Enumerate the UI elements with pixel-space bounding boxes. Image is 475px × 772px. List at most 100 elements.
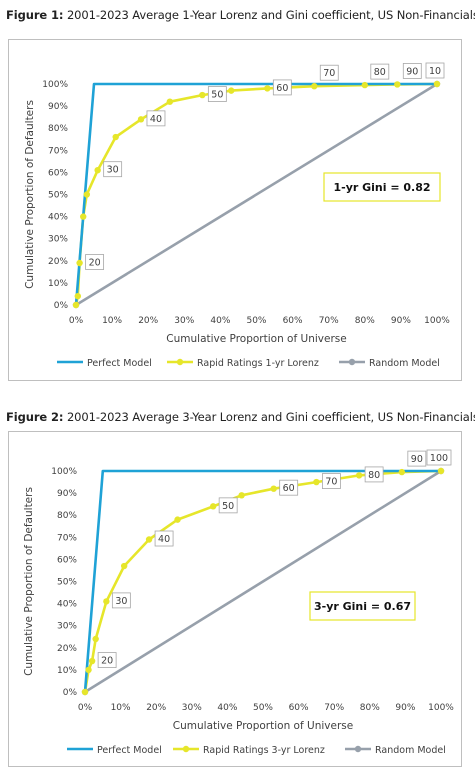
- point-label-text: 90: [406, 66, 418, 77]
- series-lorenz-point: [145, 536, 153, 543]
- y-tick-label: 0%: [63, 688, 78, 698]
- series-perfect-line: [83, 469, 441, 693]
- point-label-text: 50: [222, 501, 234, 512]
- point-label-text: 30: [115, 596, 127, 607]
- y-tick-label: 10%: [48, 279, 68, 289]
- gini-annotation: 3-yr Gini = 0.67: [309, 591, 416, 621]
- y-tick-label: 100%: [42, 80, 68, 90]
- point-label-text: 30: [107, 165, 119, 176]
- x-axis-title: Cumulative Proportion of Universe: [173, 720, 353, 732]
- point-label-box: [425, 62, 445, 79]
- x-tick-label: 30%: [174, 316, 194, 326]
- figure-1-caption-text: 2001-2023 Average 1-Year Lorenz and Gini…: [66, 8, 475, 22]
- point-label: 50: [207, 86, 227, 102]
- figure-2-caption-prefix: Figure 2:: [6, 410, 64, 424]
- series-lorenz-point: [94, 166, 101, 174]
- point-label: 30: [111, 592, 131, 609]
- point-label: 10: [425, 62, 445, 79]
- x-tick-label: 50%: [246, 316, 266, 326]
- x-tick-label: 0%: [69, 316, 84, 326]
- series-lorenz-point: [264, 85, 271, 92]
- point-label-text: 40: [150, 114, 162, 125]
- point-label-box: [364, 466, 384, 483]
- point-label-box: [97, 652, 117, 668]
- point-label-box: [402, 63, 422, 79]
- series-lorenz-point: [394, 81, 401, 88]
- point-label: 20: [85, 254, 105, 270]
- point-label-text: 20: [89, 258, 101, 269]
- y-tick-label: 10%: [57, 666, 77, 676]
- point-label-text: 90: [411, 454, 423, 465]
- y-tick-label: 20%: [57, 644, 77, 654]
- y-tick-label: 80%: [48, 124, 68, 134]
- figure-2-caption-text: 2001-2023 Average 3-Year Lorenz and Gini…: [66, 410, 475, 424]
- series-lorenz-point: [433, 80, 441, 88]
- x-tick-label: 30%: [182, 703, 202, 713]
- y-tick-label: 50%: [57, 578, 77, 588]
- point-label-box: [146, 110, 166, 127]
- x-tick-label: 50%: [253, 703, 273, 713]
- y-tick-label: 70%: [57, 533, 77, 543]
- series-lorenz-point: [92, 635, 99, 643]
- point-label: 80: [364, 466, 384, 483]
- point-label-box: [319, 64, 339, 81]
- figure-1-caption: Figure 1: 2001-2023 Average 1-Year Loren…: [6, 8, 475, 22]
- series-lorenz-point: [270, 485, 277, 492]
- point-label-text: 80: [368, 470, 380, 481]
- point-label: 60: [279, 479, 299, 496]
- point-label-text: 70: [323, 68, 335, 79]
- point-label-box: [407, 450, 427, 467]
- series-lorenz-point: [199, 91, 206, 99]
- series-lorenz-point: [103, 598, 110, 605]
- x-tick-label: 0%: [78, 703, 93, 713]
- point-label-text: 20: [101, 656, 113, 667]
- point-label-box: [85, 254, 105, 270]
- point-label-box: [207, 86, 227, 102]
- series-lorenz-point: [313, 478, 320, 486]
- series-lorenz-point: [72, 301, 80, 309]
- x-tick-label: 60%: [283, 316, 303, 326]
- series-perfect-line: [74, 82, 437, 306]
- series-lorenz-point: [209, 503, 217, 510]
- point-label-box: [370, 63, 390, 80]
- gini-box: [323, 172, 441, 202]
- x-tick-label: 90%: [391, 316, 411, 326]
- legend-label: Random Model: [369, 358, 440, 369]
- series-lorenz-point: [166, 98, 174, 105]
- y-tick-label: 0%: [54, 301, 69, 311]
- y-tick-label: 30%: [48, 235, 68, 245]
- series-random-line: [75, 82, 438, 307]
- point-label-text: 10: [429, 66, 441, 77]
- point-label-box: [321, 473, 341, 489]
- figure-2-chart-frame: 0% 10% 20% 30% 40% 50% 60% 70% 80% 90% 100% 0% 10% 20…: [8, 431, 462, 767]
- x-tick-label: 40%: [217, 703, 237, 713]
- x-tick-label: 60%: [289, 703, 309, 713]
- series-lorenz-point: [85, 666, 92, 674]
- point-label-text: 40: [158, 534, 170, 545]
- legend-marker: [348, 358, 356, 366]
- y-tick-label: 90%: [57, 489, 77, 499]
- y-axis-title: Cumulative Proportion of Defaulters: [24, 100, 36, 289]
- legend-label: Random Model: [375, 745, 446, 756]
- x-tick-label: 100%: [424, 316, 450, 326]
- series-lorenz-point: [174, 516, 181, 523]
- point-label-text: 80: [374, 67, 386, 78]
- point-label: 20: [97, 652, 117, 668]
- gini-annotation: 1-yr Gini = 0.82: [323, 172, 441, 202]
- figure-1-chart-frame: 0% 10% 20% 30% 40% 50% 60% 70% 80% 90% 100% 0% 10% 20…: [8, 39, 462, 381]
- point-label: 90: [402, 63, 422, 79]
- y-tick-label: 60%: [48, 168, 68, 178]
- figure-1-chart: 0% 10% 20% 30% 40% 50% 60% 70% 80% 90% 100% 0% 10% 20…: [24, 62, 450, 369]
- y-tick-label: 90%: [48, 102, 68, 112]
- series-lorenz-point: [81, 688, 89, 696]
- x-tick-label: 70%: [324, 703, 344, 713]
- x-tick-label: 20%: [146, 703, 166, 713]
- point-label-box: [426, 449, 452, 466]
- point-label-box: [272, 79, 292, 96]
- point-label: 80: [370, 63, 390, 80]
- series-lorenz-point: [311, 83, 318, 90]
- gini-label: 3-yr Gini = 0.67: [314, 600, 411, 613]
- point-label-box: [279, 479, 299, 496]
- point-label-box: [218, 497, 238, 514]
- series-lorenz-point: [74, 292, 82, 300]
